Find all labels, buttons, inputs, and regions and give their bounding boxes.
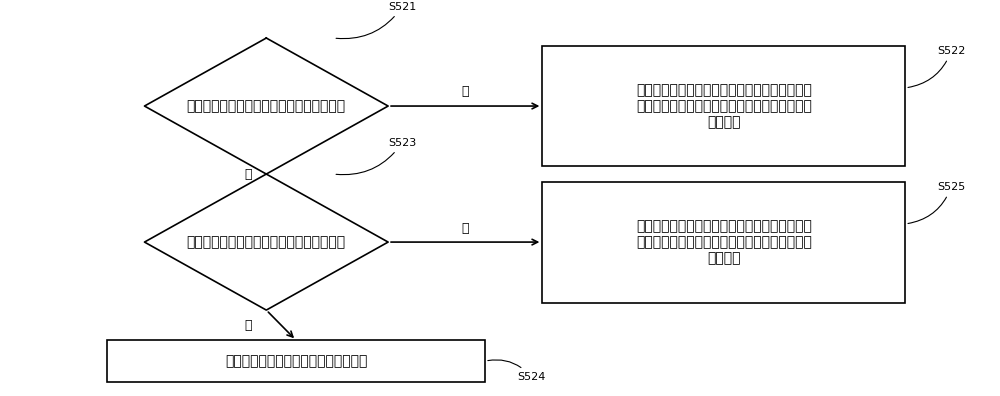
Text: 否: 否 [461,86,469,99]
Text: 是: 是 [244,168,251,181]
Text: S522: S522 [908,46,965,88]
Text: 判断两个故障模式的期望效用值是否相等。: 判断两个故障模式的期望效用值是否相等。 [187,99,346,113]
Text: S521: S521 [336,2,416,39]
Text: S523: S523 [336,138,416,175]
Text: S524: S524 [488,360,545,382]
FancyBboxPatch shape [107,340,485,382]
FancyBboxPatch shape [542,46,905,166]
Polygon shape [144,38,388,174]
Polygon shape [144,174,388,310]
FancyBboxPatch shape [542,182,905,303]
Text: 判定期望效用值相对较大的故障模式的直觉二元
语言优于期望效用值相对较小的故障模式的直觉
二元语言: 判定期望效用值相对较大的故障模式的直觉二元 语言优于期望效用值相对较小的故障模式… [636,219,812,265]
Text: S525: S525 [908,182,965,223]
Text: 是: 是 [244,319,251,332]
Text: 判定两个故障模式的直觉二元语言相同: 判定两个故障模式的直觉二元语言相同 [225,354,367,368]
Text: 判定期望效用值相对较大的故障模式的直觉二元
语言优于期望效用值相对较小的故障模式的直觉
二元语言: 判定期望效用值相对较大的故障模式的直觉二元 语言优于期望效用值相对较小的故障模式… [636,83,812,129]
Text: 否: 否 [461,221,469,234]
Text: 判断两个故障模式的犹豫度效用值是否相等: 判断两个故障模式的犹豫度效用值是否相等 [187,235,346,249]
